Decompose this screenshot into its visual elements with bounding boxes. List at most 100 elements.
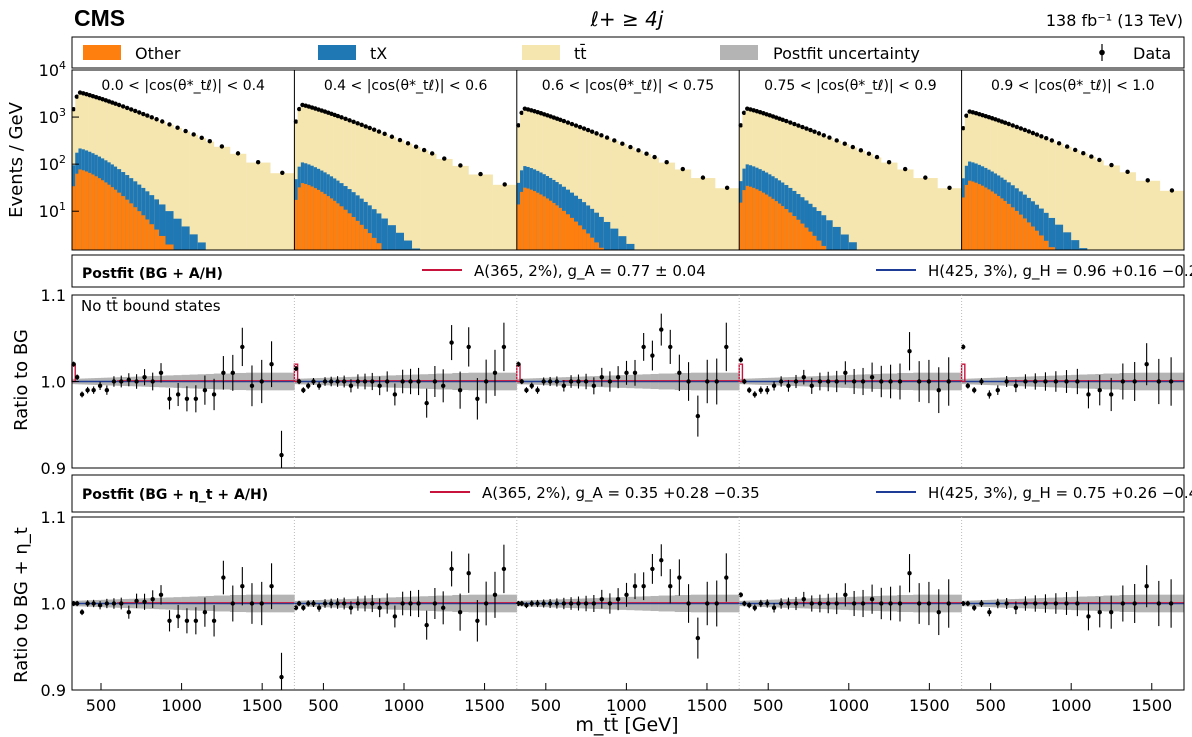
data-point	[576, 379, 581, 384]
ttbar-bar	[428, 153, 437, 250]
ttbar-bar	[1071, 150, 1080, 250]
data-point	[1013, 383, 1019, 389]
tx-bar	[821, 215, 827, 250]
other-bar	[113, 189, 118, 250]
ttbar-bar	[1034, 134, 1040, 250]
data-point	[987, 609, 992, 615]
data-point	[972, 605, 977, 611]
data-point	[202, 609, 208, 615]
ttbar-bar	[618, 144, 627, 250]
tx-bar	[832, 226, 842, 250]
data-point	[119, 601, 124, 606]
legend-label-uncertainty: Postfit uncertainty	[773, 44, 920, 63]
data-point	[652, 154, 657, 160]
ttbar-bar	[1159, 190, 1185, 250]
data-point	[301, 605, 306, 611]
data-point	[328, 601, 334, 606]
data-point	[826, 379, 831, 384]
data-point	[1004, 601, 1009, 606]
tx-bar	[387, 225, 397, 250]
x-tick-label: 1000	[828, 696, 869, 715]
data-point	[1097, 157, 1102, 163]
data-point	[547, 379, 553, 384]
other-bar	[81, 170, 86, 250]
ttbar-bar	[848, 147, 858, 250]
other-bar	[565, 214, 571, 250]
data-point	[650, 353, 655, 358]
other-bar	[1003, 200, 1008, 250]
ttbar-bar	[881, 162, 898, 250]
data-point	[834, 379, 839, 384]
ttbar-bar	[937, 188, 962, 250]
data-point	[1144, 584, 1149, 589]
A-signal-bump	[293, 363, 299, 383]
tx-bar	[154, 199, 160, 250]
data-point	[926, 601, 932, 606]
data-point	[714, 379, 719, 384]
other-bar	[582, 229, 587, 250]
other-bar	[529, 189, 534, 250]
data-point	[607, 379, 613, 384]
other-bar	[110, 187, 115, 250]
ttbar-bar	[1022, 130, 1028, 250]
data-point	[432, 601, 438, 606]
data-point	[389, 134, 395, 139]
data-point	[869, 374, 875, 380]
ttbar-bar	[1095, 160, 1104, 250]
data-point	[615, 374, 621, 380]
x-tick-label: 1000	[606, 696, 647, 715]
data-point	[1156, 379, 1162, 384]
ttbar-bar	[270, 173, 295, 250]
ttbar-bar	[246, 162, 271, 250]
data-point	[724, 344, 729, 350]
data-point	[249, 383, 255, 389]
data-point	[367, 125, 372, 131]
other-bar	[78, 169, 82, 250]
data-point	[995, 601, 1000, 606]
top-ytick-label: 103	[39, 106, 66, 127]
data-point	[624, 370, 629, 376]
ttbar-bar	[1026, 131, 1032, 250]
slice-label: 0.4 < |cos(θ*_tℓ)| < 0.6	[324, 78, 488, 94]
data-point	[475, 396, 480, 401]
bottom-panel: Postfit (BG + η_t + A/H) A(365, 2%), g_A…	[11, 474, 1192, 700]
data-point	[348, 605, 354, 611]
data-point	[191, 132, 196, 137]
ttbar-bar	[796, 125, 801, 250]
data-point	[659, 558, 664, 563]
ttbar-bar	[154, 119, 160, 250]
data-point	[747, 387, 752, 393]
data-point	[686, 601, 691, 606]
data-point	[429, 151, 435, 156]
other-bar	[523, 187, 527, 250]
data-point	[1004, 379, 1009, 384]
data-point	[167, 396, 172, 401]
data-point	[397, 137, 403, 143]
other-bar	[1014, 210, 1020, 250]
tx-bar	[840, 234, 850, 250]
data-point	[441, 383, 446, 389]
data-point	[184, 618, 190, 623]
data-point	[817, 601, 823, 606]
data-point	[322, 379, 328, 384]
data-point	[738, 123, 744, 128]
data-point	[695, 635, 701, 641]
ttbar-bar	[872, 157, 882, 250]
data-point	[923, 175, 928, 180]
data-point	[306, 601, 311, 606]
data-point	[677, 370, 682, 376]
other-bar	[297, 187, 302, 250]
data-point	[809, 601, 814, 606]
ttbar-bar	[387, 137, 397, 250]
other-bar	[788, 212, 793, 250]
ttbar-bar	[626, 147, 635, 250]
data-point	[778, 601, 784, 606]
ttbar-bar	[578, 127, 583, 250]
tx-bar	[603, 221, 611, 250]
ttbar-bar	[832, 140, 842, 250]
other-bar	[777, 203, 782, 250]
data-point	[293, 605, 299, 611]
other-bar	[542, 196, 547, 250]
ttbar-bar	[376, 131, 382, 250]
